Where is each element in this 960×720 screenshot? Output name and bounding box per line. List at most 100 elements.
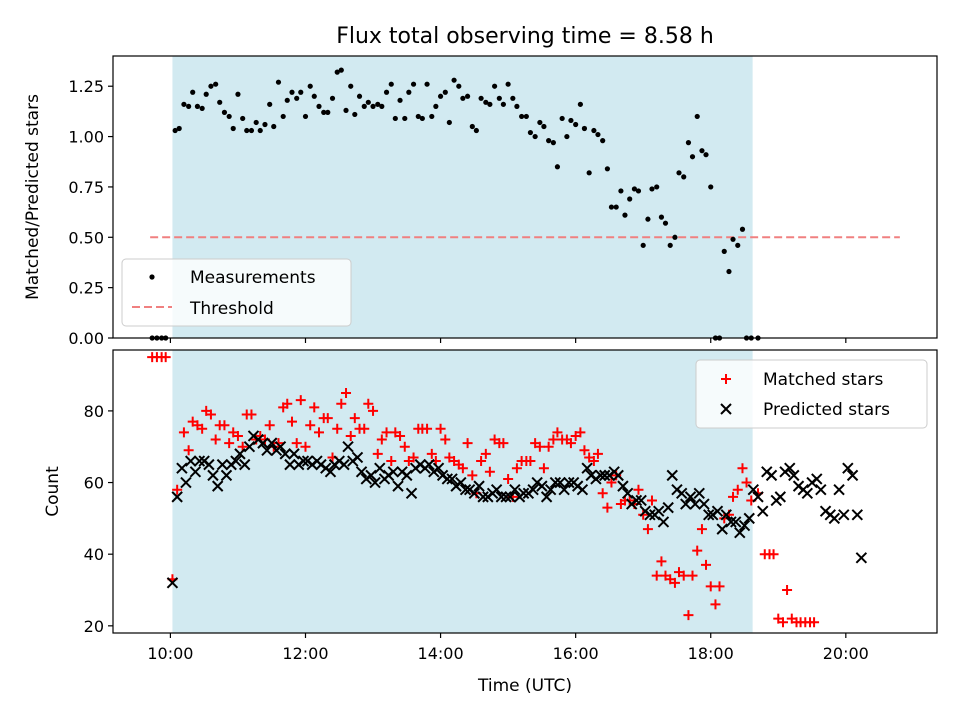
data-point: [406, 89, 412, 95]
data-point: [487, 101, 493, 107]
data-point: [541, 123, 547, 130]
data-point: [405, 487, 418, 499]
data-point: [612, 469, 624, 482]
data-point: [289, 89, 295, 95]
legend-label: Matched stars: [763, 370, 883, 390]
data-point: [176, 462, 188, 474]
data-point: [392, 480, 404, 492]
data-point: [743, 512, 755, 525]
data-point: [635, 188, 642, 194]
data-point: [732, 484, 743, 495]
data-point: [656, 556, 667, 567]
data-point: [734, 526, 746, 539]
data-point: [689, 154, 696, 160]
plot-frame: [112, 349, 938, 634]
legend-marker-measurements: [149, 274, 155, 280]
data-point: [651, 570, 662, 581]
data-point: [359, 423, 370, 434]
data-point: [685, 140, 692, 146]
data-point: [721, 248, 727, 254]
data-point: [343, 107, 349, 113]
data-point: [230, 455, 242, 467]
data-point: [675, 487, 688, 499]
data-point: [305, 420, 316, 431]
data-point: [234, 448, 246, 460]
data-point: [294, 95, 300, 101]
data-point: [424, 81, 430, 87]
data-point: [171, 491, 183, 503]
top-panel-ratio: 0.00 0.25 0.50 0.75 1.00 1.25 Matched/Predicte…: [23, 55, 938, 348]
data-point: [738, 519, 751, 532]
data-point: [549, 476, 562, 489]
data-point: [757, 505, 769, 517]
data-point: [273, 438, 284, 449]
data-point: [602, 502, 613, 513]
data-point: [591, 127, 597, 134]
data-point: [334, 69, 340, 75]
data-point: [455, 476, 467, 489]
data-point: [402, 115, 408, 122]
data-point: [338, 67, 344, 73]
data-point: [550, 140, 556, 146]
data-point: [478, 95, 484, 101]
data-point: [261, 444, 273, 457]
data-point: [595, 131, 601, 138]
data-point: [365, 469, 377, 482]
data-point: [232, 430, 243, 441]
data-point: [376, 434, 387, 445]
data-point: [213, 81, 219, 87]
data-point: [730, 516, 742, 528]
data-point: [437, 93, 444, 99]
data-point: [842, 462, 854, 474]
data-point: [604, 166, 611, 172]
data-point: [662, 501, 674, 514]
data-point: [244, 127, 250, 134]
data-point: [564, 133, 570, 140]
data-point: [484, 466, 495, 477]
data-point: [646, 495, 657, 506]
y-tick-label: 60: [84, 474, 104, 493]
y-axis-label: Count: [43, 466, 63, 517]
data-point: [711, 505, 724, 517]
data-point: [725, 516, 737, 528]
x-tick-label: 20:00: [823, 644, 869, 663]
data-point: [432, 462, 445, 474]
data-point: [693, 487, 705, 499]
data-point: [838, 509, 850, 521]
data-point: [451, 77, 457, 83]
data-point: [669, 577, 680, 588]
data-point: [297, 455, 310, 467]
data-point: [726, 268, 732, 275]
data-point: [714, 581, 725, 592]
data-point: [381, 427, 392, 438]
data-point: [559, 115, 565, 122]
data-point: [365, 99, 371, 105]
data-point: [186, 103, 192, 109]
data-point: [500, 101, 506, 107]
data-point: [692, 545, 703, 556]
data-point: [446, 119, 452, 126]
data-point: [469, 123, 475, 130]
data-point: [342, 441, 354, 453]
x-tick-label: 10:00: [147, 644, 193, 663]
y-tick-label: 1.25: [68, 77, 104, 96]
data-point: [274, 441, 287, 453]
data-point: [286, 416, 297, 427]
data-point: [282, 398, 293, 409]
data-point: [314, 427, 324, 438]
data-point: [230, 125, 236, 132]
data-point: [316, 103, 322, 109]
data-point: [558, 484, 570, 496]
data-point: [224, 438, 235, 449]
data-point: [341, 387, 352, 398]
data-point: [698, 498, 710, 510]
x-tick-label: 18:00: [688, 644, 734, 663]
data-point: [538, 463, 549, 474]
series-matched-stars: [147, 352, 820, 628]
data-point: [492, 83, 498, 89]
data-point: [372, 448, 383, 459]
data-point: [355, 466, 368, 478]
data-point: [511, 463, 522, 474]
data-point: [467, 470, 478, 481]
